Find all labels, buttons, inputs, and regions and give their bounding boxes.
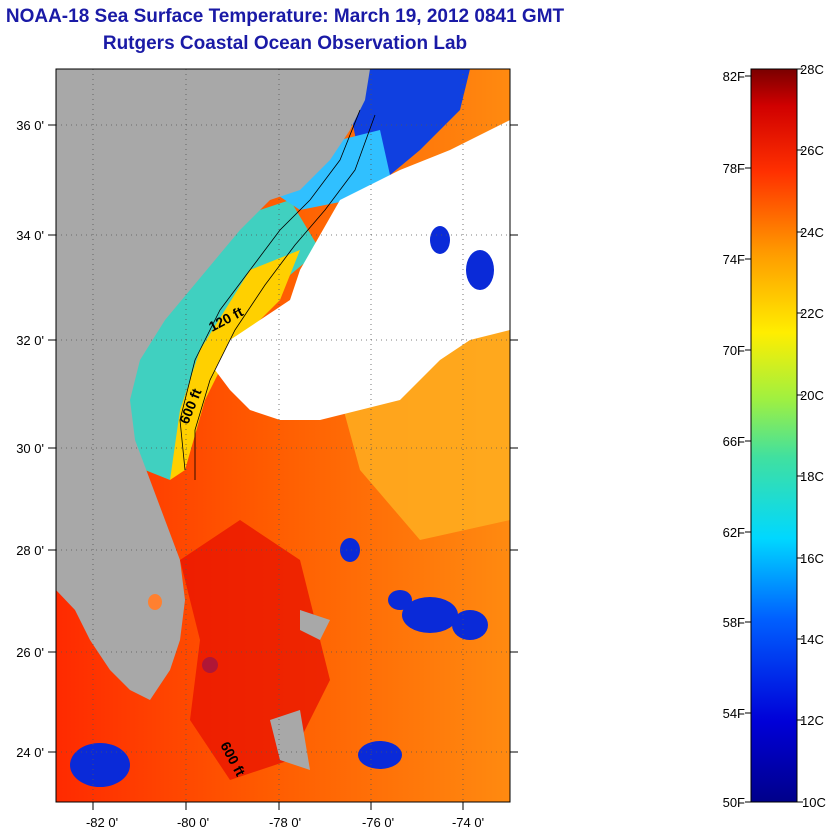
cloud-mask (215, 120, 510, 420)
colorbar-c-label: 12C (800, 713, 824, 728)
lon-tick-label: -80 0' (177, 815, 209, 830)
lat-tick-label: 36 0' (16, 118, 44, 133)
lon-tick-label: -74 0' (452, 815, 484, 830)
land-mass (56, 69, 370, 700)
lon-tick-label: -82 0' (86, 815, 118, 830)
map-plot-area (56, 69, 510, 802)
lat-tick-label: 28 0' (16, 543, 44, 558)
colorbar-f-label: 78F (723, 161, 745, 176)
lon-tick-label: -76 0' (362, 815, 394, 830)
colorbar-c-label: 20C (800, 388, 824, 403)
lon-tick-label: -78 0' (269, 815, 301, 830)
depth-contours (179, 109, 376, 480)
colorbar-c-label: 18C (800, 469, 824, 484)
colorbar-c-label: 24C (800, 225, 824, 240)
colorbar-c-label: 22C (800, 306, 824, 321)
map-subtitle: Rutgers Coastal Ocean Observation Lab (102, 33, 468, 54)
map-title: NOAA-18 Sea Surface Temperature: March 1… (5, 6, 565, 27)
graticule (56, 69, 510, 802)
colorbar-c-label: 10C (802, 795, 826, 810)
lat-tick-label: 30 0' (16, 441, 44, 456)
bahamas-land (270, 610, 330, 770)
colorbar-f-label: 62F (723, 525, 745, 540)
lat-tick-label: 24 0' (16, 745, 44, 760)
colorbar-gradient (750, 68, 798, 803)
colorbar: 82F 78F 74F 70F 66F 62F 58F 54F 50F 28C … (723, 62, 826, 810)
colorbar-f-label: 74F (723, 252, 745, 267)
coastal-yellow-band (170, 250, 300, 480)
colorbar-f-label: 66F (723, 434, 745, 449)
colorbar-f-label: 82F (723, 69, 745, 84)
lat-tick-label: 32 0' (16, 333, 44, 348)
colorbar-c-label: 28C (800, 62, 824, 77)
map-frame (48, 68, 518, 810)
lat-tick-label: 26 0' (16, 645, 44, 660)
colorbar-f-label: 50F (723, 795, 745, 810)
colorbar-c-label: 14C (800, 632, 824, 647)
lat-tick-label: 34 0' (16, 228, 44, 243)
colorbar-f-label: 58F (723, 615, 745, 630)
colorbar-c-label: 26C (800, 143, 824, 158)
colorbar-f-label: 54F (723, 706, 745, 721)
colorbar-c-label: 16C (800, 551, 824, 566)
colorbar-f-label: 70F (723, 343, 745, 358)
